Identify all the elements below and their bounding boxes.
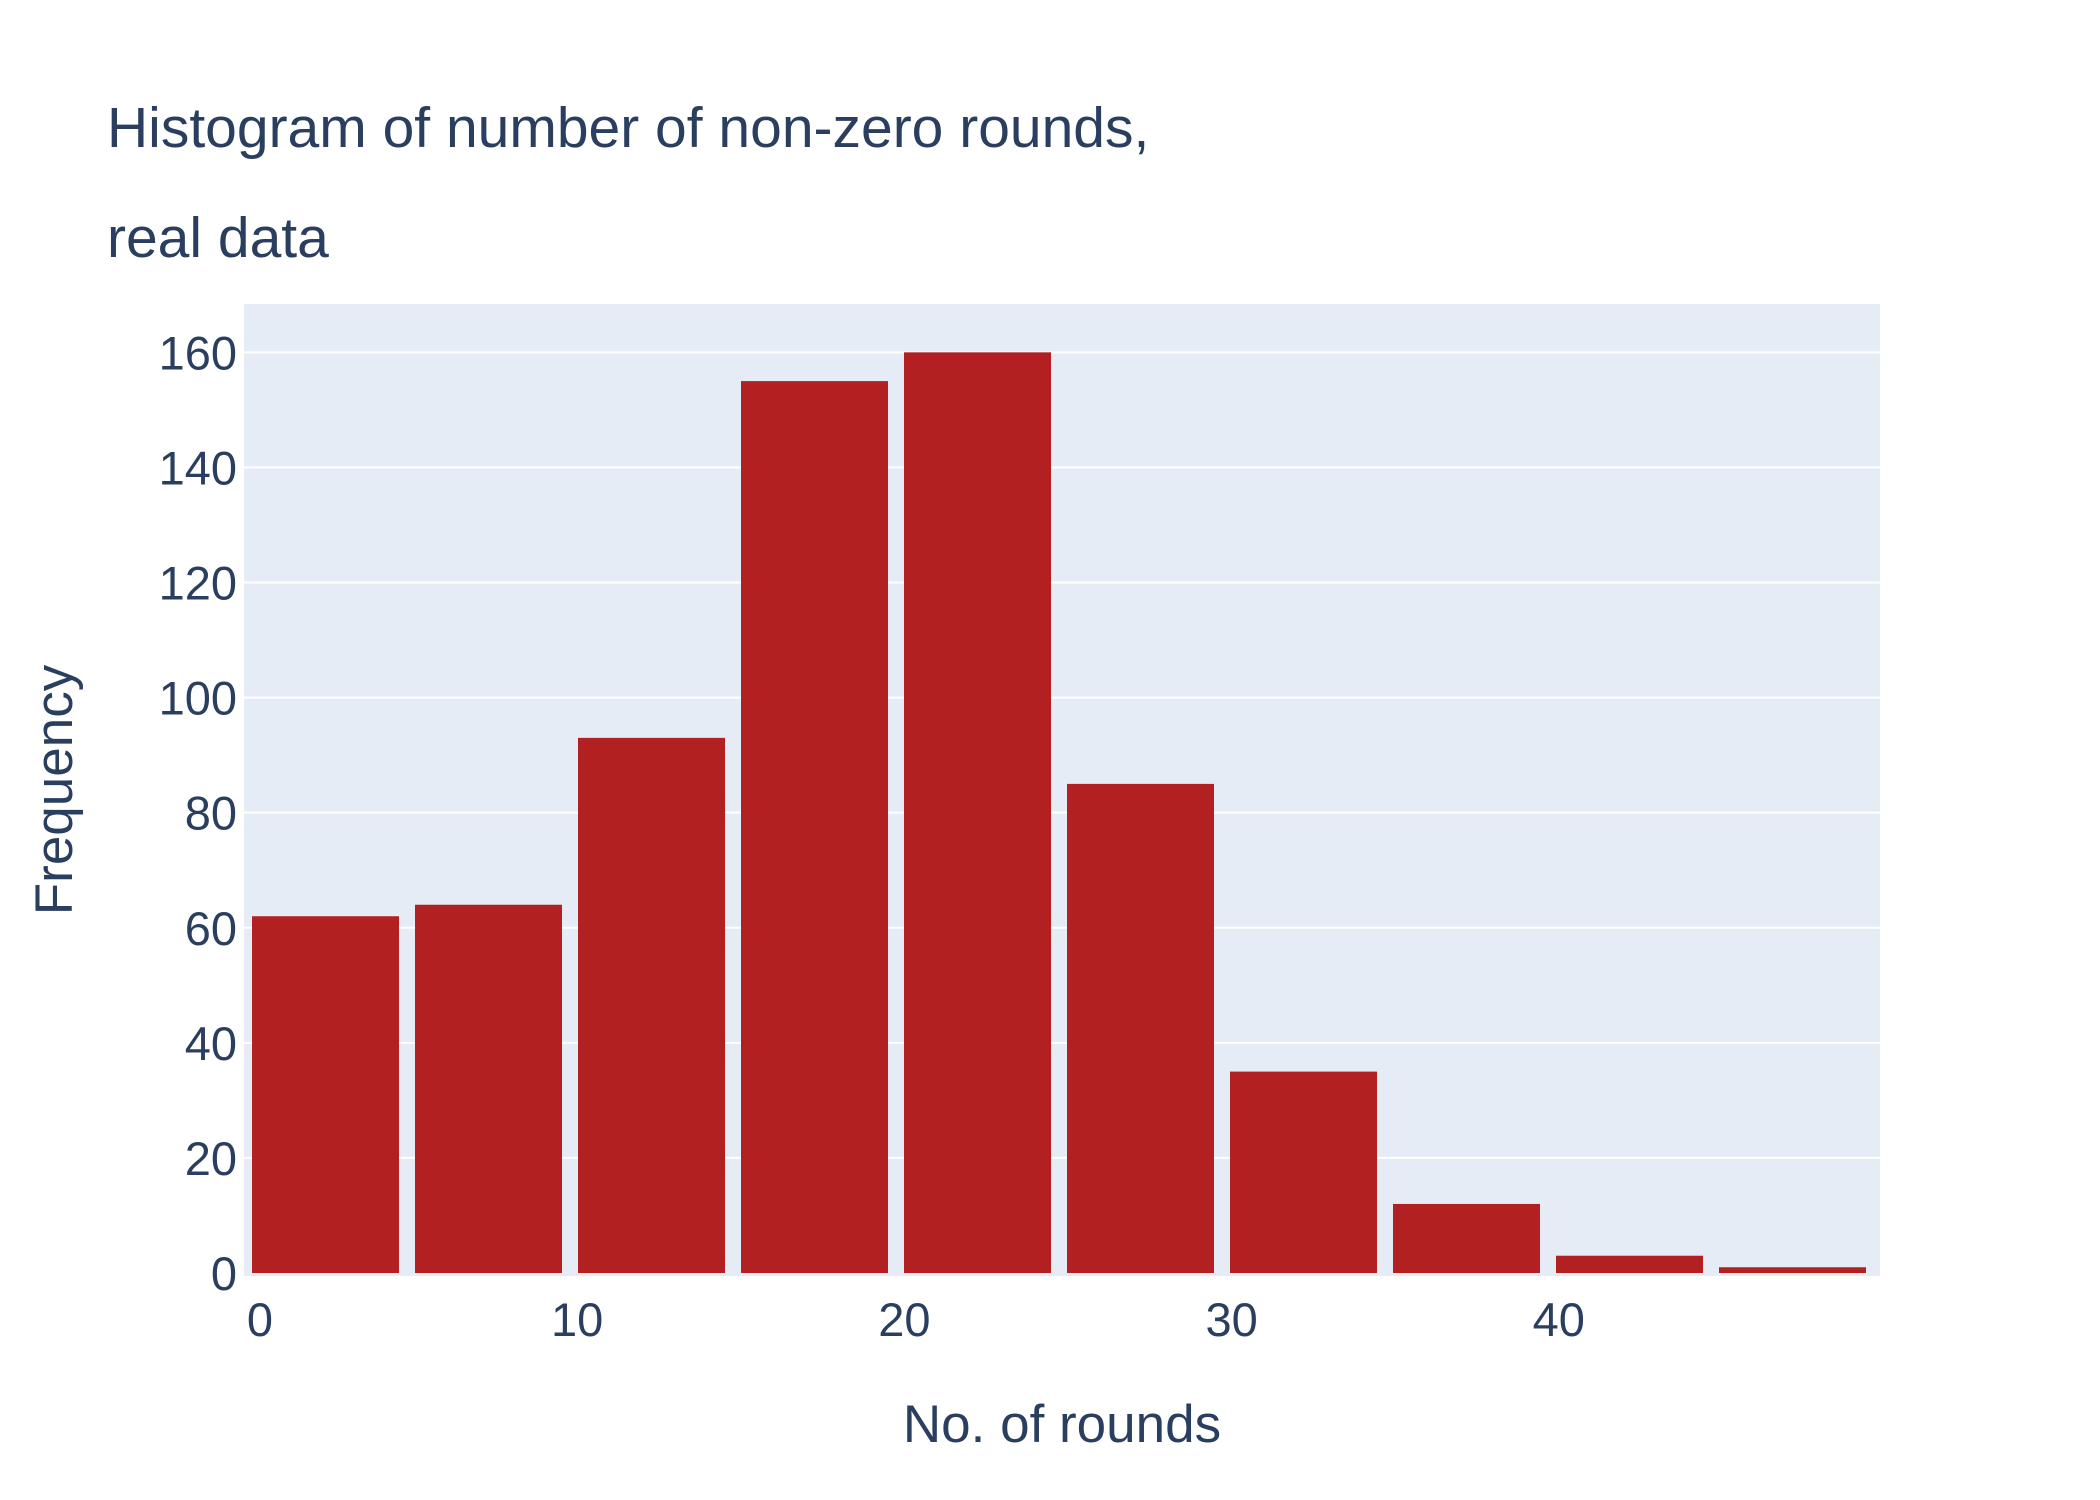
y-tick-label-60: 60 bbox=[185, 902, 237, 955]
bar-20-25 bbox=[904, 352, 1051, 1273]
bar-30-35 bbox=[1230, 1071, 1377, 1273]
y-tick-label-20: 20 bbox=[185, 1132, 237, 1185]
y-tick-label-120: 120 bbox=[159, 557, 237, 610]
y-axis-ticks: 0 20 40 60 80 100 120 140 160 bbox=[159, 326, 237, 1300]
bar-45-50 bbox=[1719, 1267, 1866, 1273]
y-tick-label-0: 0 bbox=[211, 1247, 237, 1300]
bar-40-45 bbox=[1556, 1255, 1703, 1273]
y-axis-title: Frequency bbox=[25, 664, 84, 915]
bar-0-5 bbox=[252, 916, 399, 1273]
chart-title-line-2: real data bbox=[107, 206, 329, 270]
x-tick-label-0: 0 bbox=[247, 1293, 273, 1346]
x-tick-label-10: 10 bbox=[551, 1293, 603, 1346]
y-tick-label-160: 160 bbox=[159, 326, 237, 379]
bar-10-15 bbox=[578, 737, 725, 1273]
bar-35-40 bbox=[1393, 1203, 1540, 1273]
x-axis-ticks: 0 10 20 30 40 bbox=[247, 1293, 1585, 1346]
x-tick-label-30: 30 bbox=[1205, 1293, 1257, 1346]
y-tick-label-40: 40 bbox=[185, 1017, 237, 1070]
y-tick-label-80: 80 bbox=[185, 787, 237, 840]
y-tick-label-100: 100 bbox=[159, 672, 237, 725]
x-axis-title: No. of rounds bbox=[903, 1395, 1221, 1454]
bar-5-10 bbox=[415, 904, 562, 1273]
x-tick-label-20: 20 bbox=[878, 1293, 930, 1346]
y-tick-label-140: 140 bbox=[159, 441, 237, 494]
bar-25-30 bbox=[1067, 783, 1214, 1273]
chart-title-line-1: Histogram of number of non-zero rounds, bbox=[107, 96, 1149, 160]
x-tick-label-40: 40 bbox=[1533, 1293, 1585, 1346]
bar-15-20 bbox=[741, 381, 888, 1273]
bars bbox=[252, 352, 1866, 1273]
